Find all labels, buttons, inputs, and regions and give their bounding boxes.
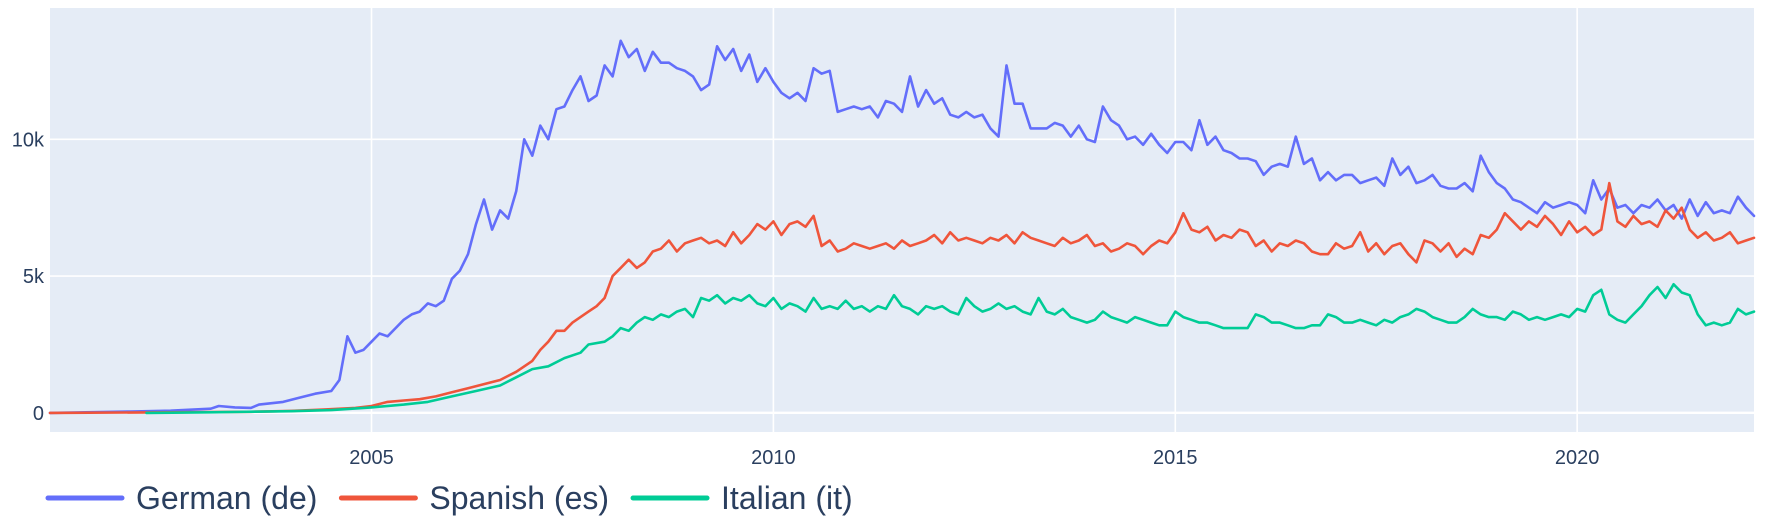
y-tick-label-0: 0 [33, 403, 44, 425]
gridlines [50, 8, 1754, 432]
y-tick-label-5k: 5k [23, 266, 45, 288]
legend-label-1[interactable]: Spanish (es) [429, 480, 609, 516]
x-tick-label-2005: 2005 [349, 447, 394, 469]
series-lines [48, 39, 1756, 415]
plot-background [50, 8, 1754, 432]
legend-label-0[interactable]: German (de) [136, 480, 317, 516]
y-axis-ticks: 0 5k 10k [12, 129, 45, 425]
series-line-0 [48, 39, 1756, 415]
x-axis-ticks: 2005 2010 2015 2020 [349, 447, 1599, 469]
x-tick-label-2015: 2015 [1153, 447, 1198, 469]
x-tick-label-2020: 2020 [1555, 447, 1600, 469]
series-line-2 [145, 282, 1756, 415]
x-tick-label-2010: 2010 [751, 447, 796, 469]
series-line-1 [48, 181, 1756, 415]
y-tick-label-10k: 10k [12, 129, 45, 151]
legend: German (de) Spanish (es) Italian (it) [45, 480, 853, 516]
legend-label-2[interactable]: Italian (it) [721, 480, 853, 516]
